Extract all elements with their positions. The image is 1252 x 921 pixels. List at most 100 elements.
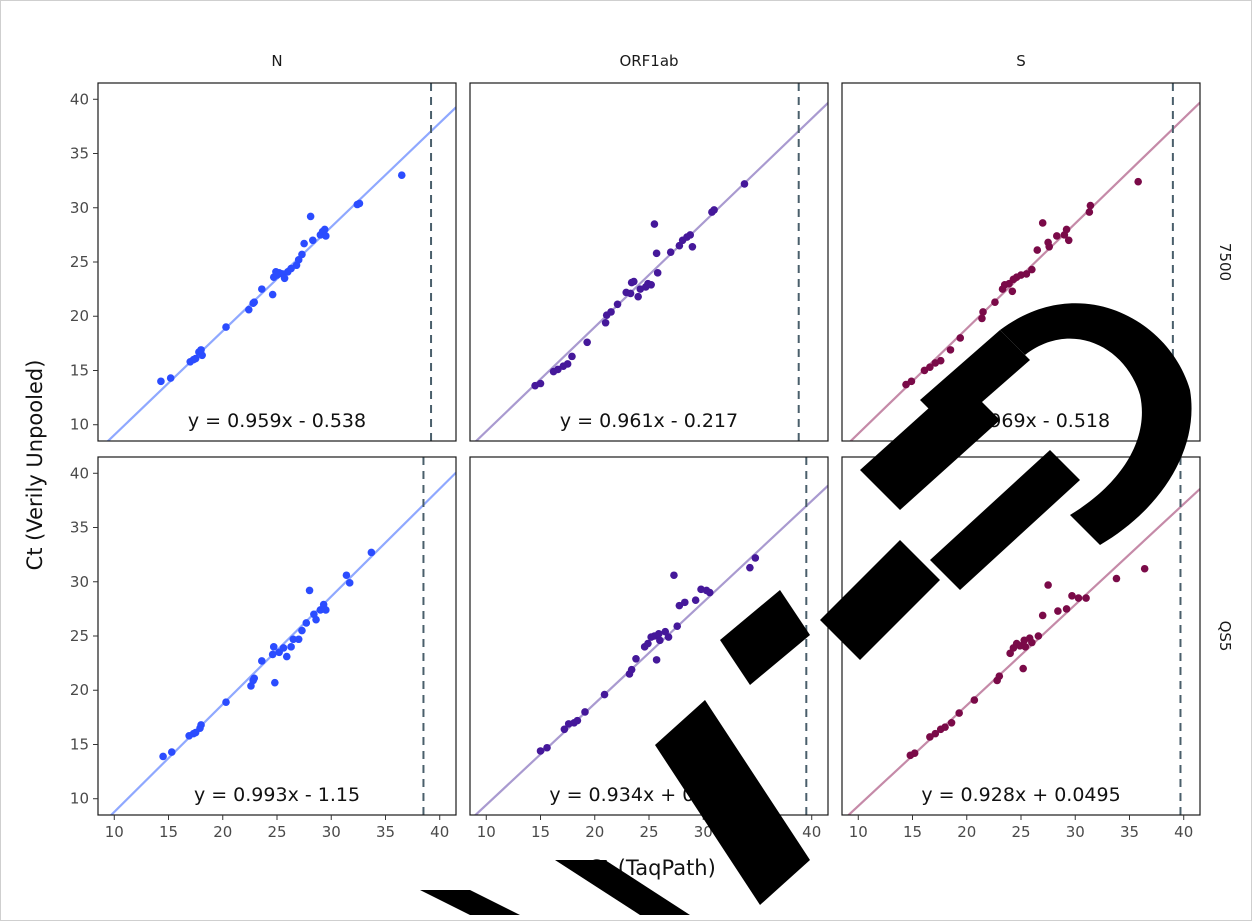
x-tick-label: 35 (1120, 823, 1139, 841)
data-point (581, 708, 589, 716)
data-point (1074, 594, 1083, 602)
data-point (652, 656, 661, 664)
data-point (936, 356, 945, 365)
data-point (298, 250, 306, 259)
panel-qs5-s: y = 0.928x + 0.0495 (841, 456, 1201, 816)
data-point (626, 289, 635, 298)
data-point (740, 180, 749, 188)
panel-border (841, 82, 1201, 442)
x-tick-label: 10 (105, 823, 124, 841)
data-point (157, 377, 165, 386)
data-point (287, 643, 295, 651)
y-tick-label: 30 (70, 199, 89, 217)
data-point (654, 630, 663, 638)
y-tick-label: 15 (70, 735, 89, 753)
data-point (627, 665, 636, 674)
data-point (630, 277, 638, 286)
y-tick-label: 10 (70, 790, 89, 808)
data-point (600, 690, 609, 699)
data-point (543, 743, 551, 752)
data-point (647, 280, 655, 289)
data-point (947, 718, 956, 727)
data-point (536, 747, 545, 755)
data-point (1038, 611, 1047, 620)
data-point (1045, 243, 1054, 251)
data-point (197, 721, 205, 729)
data-point (258, 285, 266, 293)
y-tick-label: 40 (70, 90, 89, 108)
x-tick-label: 25 (639, 823, 658, 841)
data-point (289, 635, 298, 644)
data-point (931, 729, 940, 738)
x-tick-label: 30 (1066, 823, 1085, 841)
facet-label-qs5: QS5 (1216, 621, 1234, 652)
data-point (656, 636, 664, 645)
data-point (1086, 201, 1095, 210)
data-point (1008, 287, 1017, 296)
revoked-stamp-overlay (420, 303, 1192, 915)
data-point (250, 298, 259, 306)
data-point (282, 652, 291, 661)
data-point (926, 363, 934, 372)
data-point (907, 377, 916, 386)
data-point (946, 346, 955, 354)
y-tick-label: 20 (70, 681, 89, 699)
regression-line (474, 102, 828, 441)
data-point (583, 338, 591, 347)
y-tick-label: 15 (70, 361, 89, 379)
facet-label-orf1ab: ORF1ab (619, 52, 678, 70)
facet-label-s: S (1016, 52, 1026, 70)
facet-label-n: N (271, 52, 282, 70)
y-tick-label: 10 (70, 416, 89, 434)
data-point (979, 308, 987, 316)
regression-equation: y = 0.993x - 1.15 (194, 784, 360, 806)
data-point (302, 619, 311, 627)
x-tick-label: 15 (903, 823, 922, 841)
data-point (312, 615, 320, 624)
data-point (268, 290, 277, 299)
x-tick-label: 40 (802, 823, 821, 841)
data-point (1085, 208, 1094, 216)
facet-label-7500: 7500 (1216, 243, 1234, 281)
data-point (258, 657, 266, 665)
x-tick-label: 15 (531, 823, 550, 841)
data-point (644, 639, 652, 648)
data-point (941, 723, 949, 731)
x-tick-label: 25 (267, 823, 286, 841)
data-point (650, 220, 659, 228)
data-point (607, 308, 615, 316)
data-point (1028, 638, 1036, 647)
data-point (652, 249, 661, 258)
panel-7500-n: y = 0.959x - 0.538 (97, 82, 457, 442)
data-point (1022, 270, 1031, 278)
panel-border (97, 456, 457, 816)
data-point (632, 654, 640, 663)
data-point (355, 199, 364, 208)
data-point (955, 709, 963, 717)
x-tick-label: 15 (159, 823, 178, 841)
data-point (1034, 632, 1043, 640)
data-point (563, 360, 572, 368)
data-point (367, 548, 376, 557)
y-tick-label: 25 (70, 253, 89, 271)
data-point (688, 243, 697, 251)
data-point (1019, 664, 1027, 673)
data-point (1054, 607, 1062, 615)
x-tick-label: 10 (477, 823, 496, 841)
data-point (1062, 605, 1071, 613)
data-point (710, 206, 718, 214)
x-tick-label: 20 (585, 823, 604, 841)
data-point (910, 749, 919, 757)
data-point (222, 698, 230, 706)
x-tick-label: 20 (957, 823, 976, 841)
x-tick-label: 40 (1174, 823, 1193, 841)
data-point (279, 644, 288, 652)
data-point (978, 314, 986, 323)
data-point (1068, 592, 1076, 600)
data-point (305, 586, 314, 595)
panel-7500-orf1ab: y = 0.961x - 0.217 (469, 82, 829, 442)
data-point (573, 716, 582, 725)
data-point (342, 571, 351, 580)
data-point (746, 563, 754, 572)
